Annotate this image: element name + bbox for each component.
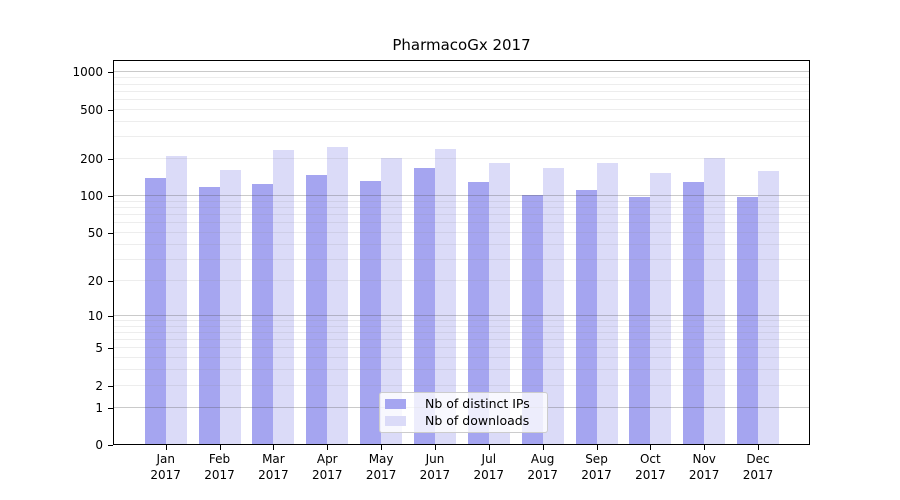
bar-distinct-ips [306,174,328,444]
x-tick-mark [488,445,490,450]
bar-distinct-ips [575,189,597,444]
legend-row-distinct-ips: Nb of distinct IPs [385,396,541,413]
bar-distinct-ips [683,182,705,444]
y-tick-mark [108,196,113,198]
x-tick-label: Oct 2017 [635,452,666,482]
legend-swatch-downloads [385,415,406,426]
bar-downloads [542,167,564,444]
y-tick-mark [108,233,113,234]
bar-downloads [165,156,187,444]
legend-label-distinct-ips: Nb of distinct IPs [425,396,530,412]
bar-downloads [219,169,241,444]
bar-downloads [381,158,403,444]
x-tick-mark [650,445,652,450]
x-tick-label: Jun 2017 [419,452,451,482]
x-tick-mark [327,445,329,450]
bar-distinct-ips [629,196,651,444]
legend: Nb of distinct IPs Nb of downloads [379,392,548,433]
x-tick-label: Sep 2017 [581,452,612,482]
legend-label-downloads: Nb of downloads [425,412,530,428]
y-tick-label: 20 [87,273,103,288]
bar-distinct-ips [360,180,382,444]
y-tick-mark [108,72,113,74]
x-tick-label: Aug 2017 [527,452,558,482]
y-tick-mark [108,348,113,350]
bar-distinct-ips [413,168,435,444]
y-tick-mark [108,280,113,282]
x-tick-label: Jul 2017 [473,452,505,482]
x-tick-label: Mar 2017 [258,452,289,482]
x-tick-mark [704,445,706,450]
grid-line-minor [114,99,809,100]
y-tick-mark [108,385,113,387]
y-tick-label: 100 [80,189,103,204]
bar-downloads [327,147,349,444]
x-tick-label: May 2017 [365,452,397,482]
x-tick-label: Dec 2017 [742,452,774,482]
y-tick-label: 1 [95,400,103,415]
chart-title: PharmacoGx 2017 [392,36,531,54]
x-tick-label: Nov 2017 [688,452,720,482]
bar-distinct-ips [737,196,759,444]
plot-area: Nb of distinct IPs Nb of downloads [113,60,810,445]
x-tick-label: Jan 2017 [150,452,181,482]
x-tick-mark [434,445,436,450]
bar-downloads [596,162,618,444]
bar-distinct-ips [144,177,166,444]
bar-distinct-ips [252,183,274,444]
bar-downloads [273,150,295,444]
x-tick-mark [596,445,598,450]
grid-line-minor [114,90,809,92]
x-tick-mark [273,445,275,450]
bar-distinct-ips [521,195,543,444]
y-tick-label: 50 [87,226,103,240]
y-tick-label: 1000 [72,65,103,80]
y-tick-mark [108,407,113,409]
y-tick-mark [108,445,113,446]
y-tick-label: 10 [87,308,103,323]
y-tick-label: 0 [95,438,103,452]
bar-downloads [704,157,726,444]
x-tick-mark [219,445,221,450]
x-tick-mark [165,445,167,450]
grid-line-minor [114,120,809,122]
grid-line-minor [114,108,809,110]
legend-row-downloads: Nb of downloads [385,413,541,430]
bar-distinct-ips [198,187,220,444]
grid-line-minor [114,77,809,79]
bar-downloads [488,162,510,444]
y-tick-mark [108,159,113,161]
grid-line-minor [114,136,809,138]
y-tick-label: 200 [80,152,103,167]
grid-line-major [114,71,809,73]
grid-line-minor [114,83,809,85]
bar-downloads [434,149,456,444]
y-tick-mark [108,109,113,111]
x-tick-label: Apr 2017 [311,452,343,482]
x-tick-mark [542,445,544,450]
bar-downloads [650,172,672,444]
legend-swatch-distinct-ips [385,399,406,410]
y-tick-label: 5 [95,341,103,356]
y-tick-label: 2 [95,378,103,393]
x-tick-label: Feb 2017 [204,452,235,482]
x-tick-mark [381,445,383,450]
x-tick-mark [758,445,760,450]
bar-downloads [758,171,780,444]
y-tick-mark [108,315,113,317]
bar-distinct-ips [467,182,489,444]
y-tick-label: 500 [80,102,103,117]
